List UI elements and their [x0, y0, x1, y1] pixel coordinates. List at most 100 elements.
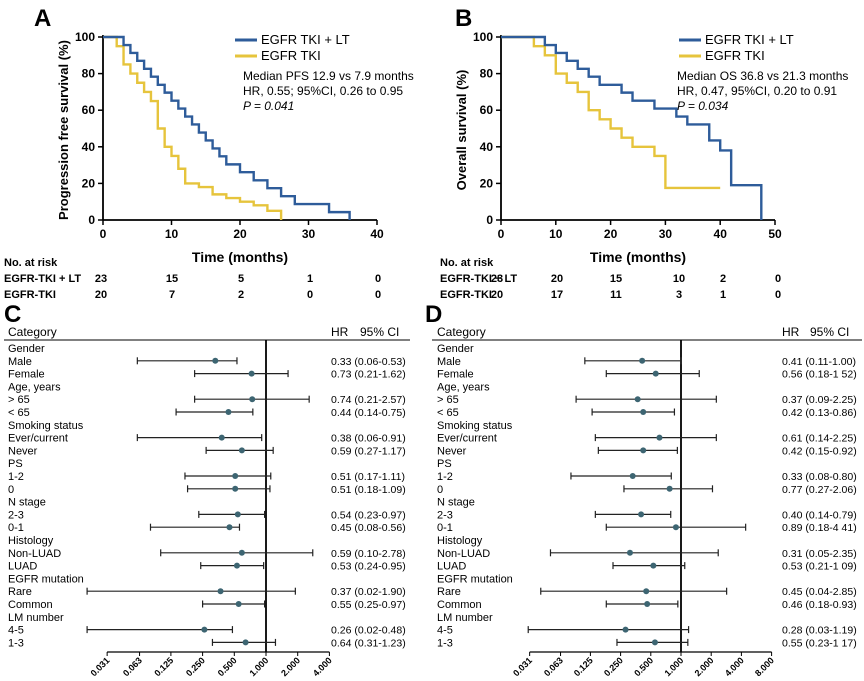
- panel-c-row-label: < 65: [8, 407, 30, 419]
- panel-a-risk-value: 2: [238, 289, 244, 301]
- panel-c-hr-value: 0.37 (0.02-1.90): [331, 586, 406, 598]
- panel-d-group-label: Age, years: [437, 381, 490, 393]
- panel-b-risk-value: 3: [676, 289, 682, 301]
- panel-d-hr-value: 0.37 (0.09-2.25): [782, 394, 857, 406]
- panel-b-x-tick-label: 50: [768, 227, 782, 241]
- panel-d-x-tick-label: 0.031: [511, 655, 534, 678]
- panel-b-risk-value: 20: [491, 289, 503, 301]
- panel-a-annotation-p: P = 0.041: [243, 99, 294, 113]
- panel-c-group-label: Smoking status: [8, 420, 84, 432]
- panel-d-hr-point: [652, 370, 659, 377]
- panel-b-y-tick-label: 0: [486, 213, 493, 227]
- panel-c-hr-point: [233, 562, 240, 569]
- panel-d-hr-point: [629, 473, 636, 479]
- panel-c-hr-point: [234, 511, 241, 518]
- panel-d-hr-point: [638, 511, 645, 518]
- panel-a-risk-value: 0: [307, 289, 313, 301]
- panel-c-hr-value: 0.33 (0.06-0.53): [331, 356, 406, 368]
- panel-d-row-label: 0: [437, 484, 443, 496]
- panel-d-hr-point: [626, 549, 633, 556]
- panel-c-group-label: EGFR mutation: [8, 573, 84, 585]
- panel-b-annotation-p: P = 0.034: [677, 99, 729, 113]
- panel-c-hr-point: [212, 357, 219, 364]
- panel-b-ylabel: Overall survival (%): [454, 70, 469, 191]
- panel-b-x-tick-label: 40: [714, 227, 728, 241]
- panel-b-risk-value: 15: [610, 273, 622, 285]
- panel-b-risk-label-lt: EGFR-TKI + LT: [440, 273, 517, 285]
- panel-c-group-label: LM number: [8, 612, 64, 624]
- panel-a-legend-lt: EGFR TKI + LT: [261, 32, 350, 47]
- panel-d-x-tick-label: 0.125: [572, 655, 595, 678]
- panel-b-curve-tki: [501, 35, 721, 190]
- panel-c-hr-value: 0.64 (0.31-1.23): [331, 637, 406, 649]
- panel-b-risk-label-tki: EGFR-TKI: [440, 289, 492, 301]
- panel-d-hr-point: [656, 434, 663, 441]
- panel-a-ylabel: Progression free survival (%): [56, 40, 71, 220]
- panel-b-risk-value: 0: [775, 289, 781, 301]
- panel-d-group-label: N stage: [437, 497, 475, 509]
- panel-c-hr-point: [226, 524, 233, 531]
- panel-c-row-label: 1-2: [8, 471, 24, 483]
- panel-c-x-tick-label: 1.000: [247, 655, 270, 678]
- panel-d-hr-point: [634, 396, 641, 403]
- panel-a-annotation-hr: HR, 0.55; 95%CI, 0.26 to 0.95: [243, 84, 403, 98]
- panel-c-row-label: Common: [8, 599, 53, 611]
- panel-b-label: B: [455, 5, 472, 32]
- panel-c-hr-value: 0.53 (0.24-0.95): [331, 561, 406, 573]
- panel-c-row-label: Never: [8, 445, 38, 457]
- panel-c-hr-point: [232, 473, 239, 479]
- panel-c-x-tick-label: 0.031: [89, 655, 112, 678]
- panel-d-row-label: Ever/current: [437, 433, 497, 445]
- panel-a-risk-value: 0: [375, 273, 381, 285]
- panel-c-x-tick-label: 0.500: [216, 655, 239, 678]
- panel-c-group-label: Histology: [8, 535, 54, 547]
- panel-d-hr-point: [650, 562, 657, 569]
- panel-d-row-label: 2-3: [437, 509, 453, 521]
- panel-d-row-label: 4-5: [437, 625, 453, 637]
- panel-c-hr-point: [242, 639, 249, 646]
- panel-d-hr-value: 0.61 (0.14-2.25): [782, 433, 857, 445]
- panel-d-row-label: 0-1: [437, 522, 453, 534]
- panel-d-row-label: 1-2: [437, 471, 453, 483]
- panel-a-risk-title: No. at risk: [4, 257, 58, 269]
- panel-d-hr-value: 0.56 (0.18-1 52): [782, 369, 857, 381]
- panel-b-risk-value: 0: [775, 273, 781, 285]
- panel-d-hr-value: 0.77 (0.27-2.06): [782, 484, 857, 496]
- panel-b-y-tick-label: 60: [480, 103, 494, 117]
- panel-a-y-tick-label: 40: [82, 140, 96, 154]
- panel-d-hr-point: [622, 626, 629, 633]
- panel-d-hr-value: 0.31 (0.05-2.35): [782, 548, 857, 560]
- panel-c-hr-value: 0.59 (0.27-1.17): [331, 445, 406, 457]
- panel-b-risk-value: 17: [551, 289, 563, 301]
- panel-b-y-tick-label: 20: [480, 176, 494, 190]
- panel-c-hr-value: 0.38 (0.06-0.91): [331, 433, 406, 445]
- panel-b-risk-value: 1: [720, 289, 726, 301]
- panel-c-row-label: Female: [8, 369, 45, 381]
- panel-b-risk-value: 10: [673, 273, 685, 285]
- panel-d-x-tick-label: 1.000: [662, 655, 685, 678]
- panel-d-x-tick-label: 0.500: [632, 655, 655, 678]
- panel-d-group-label: LM number: [437, 612, 493, 624]
- panel-d-x-tick-label: 8.000: [753, 655, 776, 678]
- panel-c-hr-value: 0.55 (0.25-0.97): [331, 599, 406, 611]
- panel-a-legend-tki: EGFR TKI: [261, 48, 321, 63]
- panel-c-group-label: N stage: [8, 497, 46, 509]
- panel-c-hr-point: [225, 409, 232, 415]
- panel-a-x-tick-label: 10: [165, 227, 179, 241]
- panel-d-hr-value: 0.53 (0.21-1 09): [782, 561, 857, 573]
- panel-d-row-label: Male: [437, 356, 461, 368]
- panel-c-label: C: [4, 301, 21, 328]
- panel-c-hr-point: [248, 370, 255, 377]
- panel-b-y-tick-label: 100: [473, 30, 493, 44]
- panel-d-header-ci: 95% CI: [810, 325, 849, 339]
- panel-c-x-tick-label: 2.000: [279, 655, 302, 678]
- panel-c-hr-value: 0.26 (0.02-0.48): [331, 625, 406, 637]
- panel-a-y-tick-label: 60: [82, 103, 96, 117]
- panel-a-label: A: [34, 5, 51, 32]
- panel-b-x-tick-label: 30: [659, 227, 673, 241]
- panel-a-risk-value: 7: [169, 289, 175, 301]
- panel-a-y-tick-label: 100: [75, 30, 95, 44]
- panel-d-hr-value: 0.41 (0.11-1.00): [782, 356, 856, 368]
- panel-d-row-label: LUAD: [437, 561, 466, 573]
